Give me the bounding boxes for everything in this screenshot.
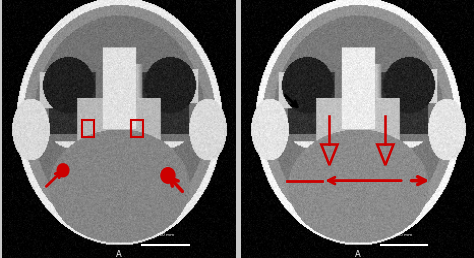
Text: A: A (355, 250, 360, 258)
Circle shape (161, 168, 175, 183)
Text: A: A (116, 250, 122, 258)
Text: 100 mm: 100 mm (157, 233, 174, 237)
Circle shape (57, 164, 69, 177)
Text: 100 mm: 100 mm (395, 233, 413, 237)
